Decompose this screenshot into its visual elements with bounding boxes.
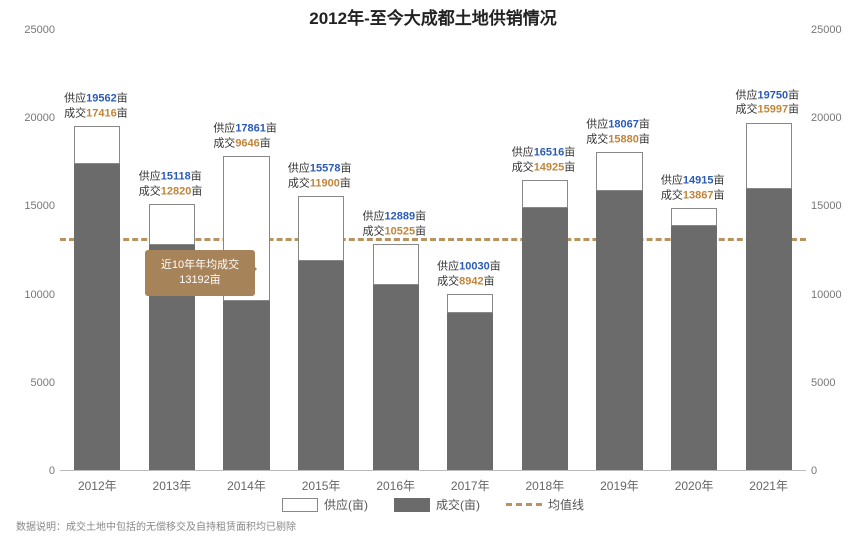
legend-deal-swatch — [394, 498, 430, 512]
bar-deal — [74, 164, 120, 471]
y-axis-right: 0500010000150002000025000 — [811, 30, 861, 471]
bar-value-label: 供应19562亩成交17416亩 — [64, 91, 130, 121]
x-label: 2018年 — [508, 477, 583, 494]
x-label: 2021年 — [731, 477, 806, 494]
legend-supply: 供应(亩) — [282, 496, 368, 513]
legend-deal-label: 成交(亩) — [436, 496, 480, 513]
x-axis-labels: 2012年2013年2014年2015年2016年2017年2018年2019年… — [60, 471, 806, 494]
bar-group: 供应19562亩成交17416亩 — [60, 30, 135, 471]
x-label: 2013年 — [135, 477, 210, 494]
bar-value-label: 供应10030亩成交8942亩 — [437, 259, 503, 289]
y-tick: 20000 — [811, 112, 861, 124]
footnote: 数据说明：成交土地中包括的无偿移交及自持租赁面积均已剔除 — [16, 518, 296, 533]
x-label: 2017年 — [433, 477, 508, 494]
callout-line1: 近10年年均成交 — [155, 258, 245, 273]
bar-deal — [671, 226, 717, 471]
y-tick: 0 — [5, 465, 55, 477]
legend: 供应(亩) 成交(亩) 均值线 — [0, 496, 866, 513]
bar-group: 供应15578亩成交11900亩 — [284, 30, 359, 471]
bar-group: 供应14915亩成交13867亩 — [657, 30, 732, 471]
x-label: 2019年 — [582, 477, 657, 494]
y-tick: 5000 — [5, 377, 55, 389]
y-axis-left: 0500010000150002000025000 — [5, 30, 55, 471]
callout-line2: 13192亩 — [155, 273, 245, 288]
bar-supply: 供应19562亩成交17416亩 — [74, 126, 120, 164]
y-tick: 10000 — [811, 289, 861, 301]
y-tick: 20000 — [5, 112, 55, 124]
bar-supply: 供应12889亩成交10525亩 — [373, 244, 419, 286]
bar-value-label: 供应15118亩成交12820亩 — [139, 170, 205, 200]
bar-deal — [447, 313, 493, 471]
x-label: 2020年 — [657, 477, 732, 494]
y-tick: 15000 — [5, 200, 55, 212]
bar-deal — [298, 261, 344, 471]
bar-value-label: 供应19750亩成交15997亩 — [735, 88, 801, 118]
y-tick: 25000 — [811, 24, 861, 36]
legend-mean-swatch — [506, 503, 542, 506]
bar-value-label: 供应12889亩成交10525亩 — [363, 209, 429, 239]
bar-deal — [746, 189, 792, 471]
bar-supply: 供应16516亩成交14925亩 — [522, 180, 568, 208]
chart-title: 2012年-至今大成都土地供销情况 — [0, 0, 866, 29]
bar-value-label: 供应16516亩成交14925亩 — [512, 145, 578, 175]
bar-supply: 供应15578亩成交11900亩 — [298, 196, 344, 261]
x-label: 2015年 — [284, 477, 359, 494]
bar-supply: 供应19750亩成交15997亩 — [746, 123, 792, 189]
bar-value-label: 供应17861亩成交9646亩 — [213, 121, 279, 151]
bar-deal — [522, 208, 568, 471]
bar-deal — [223, 301, 269, 471]
bar-supply: 供应18067亩成交15880亩 — [596, 152, 642, 191]
bar-group: 供应18067亩成交15880亩 — [582, 30, 657, 471]
legend-mean: 均值线 — [506, 496, 584, 513]
legend-supply-swatch — [282, 498, 318, 512]
bar-deal — [373, 285, 419, 471]
legend-deal: 成交(亩) — [394, 496, 480, 513]
bar-value-label: 供应14915亩成交13867亩 — [661, 173, 727, 203]
y-tick: 0 — [811, 465, 861, 477]
legend-mean-label: 均值线 — [548, 496, 584, 513]
bar-value-label: 供应15578亩成交11900亩 — [288, 162, 354, 192]
bar-group: 供应16516亩成交14925亩 — [508, 30, 583, 471]
y-tick: 5000 — [811, 377, 861, 389]
x-label: 2014年 — [209, 477, 284, 494]
bar-group: 供应10030亩成交8942亩 — [433, 30, 508, 471]
x-label: 2016年 — [358, 477, 433, 494]
x-label: 2012年 — [60, 477, 135, 494]
y-tick: 25000 — [5, 24, 55, 36]
bar-deal — [596, 191, 642, 471]
mean-callout: 近10年年均成交 13192亩 — [145, 250, 255, 296]
y-tick: 10000 — [5, 289, 55, 301]
chart-plot-area: 0500010000150002000025000 05000100001500… — [60, 30, 806, 471]
y-tick: 15000 — [811, 200, 861, 212]
bar-supply: 供应15118亩成交12820亩 — [149, 204, 195, 245]
bar-value-label: 供应18067亩成交15880亩 — [586, 118, 652, 148]
bar-supply: 供应10030亩成交8942亩 — [447, 294, 493, 313]
bar-group: 供应12889亩成交10525亩 — [358, 30, 433, 471]
legend-supply-label: 供应(亩) — [324, 496, 368, 513]
bar-supply: 供应14915亩成交13867亩 — [671, 208, 717, 226]
bar-group: 供应19750亩成交15997亩 — [731, 30, 806, 471]
